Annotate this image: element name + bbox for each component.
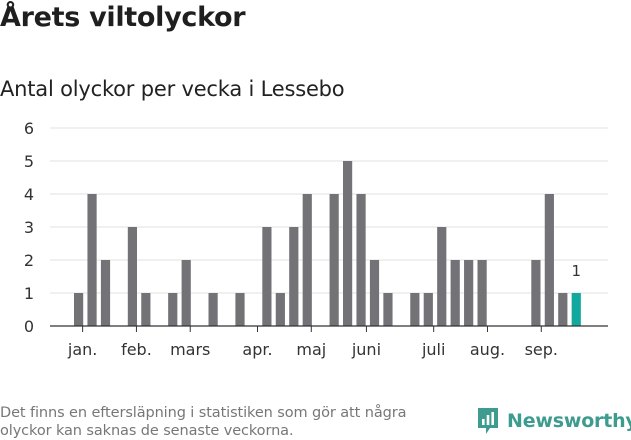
chart-title: Årets viltolyckor — [0, 2, 246, 33]
brand-name: Newsworthy — [507, 410, 631, 432]
x-tick-label: maj — [296, 340, 326, 359]
bar — [464, 260, 474, 326]
bar — [262, 227, 272, 326]
bar — [302, 194, 312, 326]
y-tick-label: 3 — [24, 218, 34, 237]
bar — [329, 194, 339, 326]
bar — [383, 293, 393, 326]
x-tick-label: aug. — [470, 340, 505, 359]
bar — [477, 260, 487, 326]
bar — [141, 293, 151, 326]
bar — [100, 260, 111, 326]
y-tick-label: 4 — [24, 185, 34, 204]
bar — [168, 293, 178, 326]
bar-chart: 0 1 2 3 4 5 6 1 jan. feb. mars apr. maj juni juli aug. s… — [24, 119, 608, 359]
bar — [369, 260, 380, 326]
y-tick-label: 0 — [24, 317, 34, 336]
x-tick-label: feb. — [121, 340, 152, 359]
bar — [275, 293, 285, 326]
y-tick-label: 5 — [24, 152, 34, 171]
chart-subtitle: Antal olyckor per vecka i Lessebo — [0, 77, 345, 101]
x-tick-label: mars — [170, 340, 210, 359]
bar — [208, 293, 218, 326]
bar — [289, 227, 299, 326]
bar — [235, 293, 245, 326]
bar — [531, 260, 541, 326]
bar-highlight — [571, 293, 581, 326]
bar — [87, 194, 97, 326]
y-tick-label: 1 — [24, 284, 34, 303]
bar — [558, 293, 568, 326]
x-tick-label: jan. — [67, 340, 97, 359]
bar — [544, 194, 554, 326]
brand-logo: Newsworthy — [476, 407, 631, 435]
bar — [423, 293, 433, 326]
bar — [356, 194, 366, 326]
x-tick-label: apr. — [242, 340, 272, 359]
bar — [437, 227, 447, 326]
newsworthy-logo-icon — [478, 408, 498, 434]
bar — [127, 227, 137, 326]
y-tick-label: 2 — [24, 251, 34, 270]
bar — [343, 161, 353, 326]
x-tick-label: juni — [351, 340, 381, 359]
bar — [410, 293, 420, 326]
footnote: Det finns en eftersläpning i statistiken… — [0, 405, 407, 439]
x-tick-label: juli — [421, 340, 445, 359]
bar — [181, 260, 191, 326]
y-tick-label: 6 — [24, 119, 34, 138]
bar — [74, 293, 84, 326]
data-label: 1 — [571, 262, 581, 280]
x-tick-label: sep. — [525, 340, 558, 359]
bar — [450, 260, 460, 326]
